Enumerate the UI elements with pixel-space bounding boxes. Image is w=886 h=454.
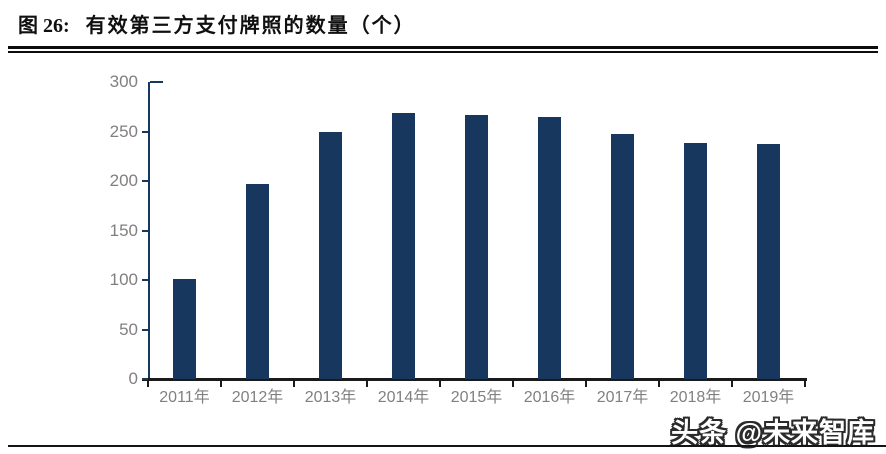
chart-bar: [319, 131, 342, 379]
y-axis-tick: [142, 180, 148, 182]
y-axis-label: 0: [128, 369, 138, 388]
y-axis-label: 100: [109, 270, 138, 289]
chart-bar: [392, 112, 415, 379]
figure-title: 有效第三方支付牌照的数量（个）: [85, 15, 416, 37]
x-axis-tick: [658, 381, 660, 387]
chart-bar: [684, 143, 707, 379]
chart-bar: [538, 116, 561, 379]
x-axis-label: 2016年: [523, 389, 576, 406]
y-axis-tick: [142, 279, 148, 281]
x-axis-label: 2019年: [742, 389, 795, 406]
chart-bar: [757, 144, 780, 379]
x-axis-tick: [293, 381, 295, 387]
title-divider: [8, 46, 878, 53]
y-axis-label: 300: [109, 72, 138, 91]
chart-bar: [246, 183, 269, 379]
x-axis-tick: [731, 381, 733, 387]
page-divider: [8, 445, 886, 447]
x-axis-label: 2012年: [231, 389, 284, 406]
y-axis-label: 50: [119, 319, 138, 339]
y-axis-label: 250: [109, 121, 138, 141]
watermark: 头条 @未来智库: [671, 418, 875, 448]
y-axis-tick: [142, 229, 148, 232]
x-axis-tick: [512, 381, 514, 387]
x-axis-tick: [366, 381, 368, 387]
chart-bar: [173, 279, 196, 379]
y-axis-tick: [150, 81, 163, 83]
x-axis-label: 2017年: [596, 389, 649, 406]
x-axis-label: 2015年: [450, 389, 503, 406]
y-axis-label: 200: [109, 171, 138, 190]
x-axis-label: 2011年: [159, 389, 210, 406]
x-axis-label: 2013年: [304, 389, 357, 406]
x-axis-tick: [439, 381, 441, 387]
figure-header: 图 26: 有效第三方支付牌照的数量（个）: [18, 9, 416, 38]
x-axis-line: [142, 378, 807, 381]
x-axis-tick: [804, 381, 806, 387]
y-axis-tick: [142, 378, 148, 380]
x-axis-label: 2014年: [377, 389, 430, 406]
figure-number-label: 图 26:: [18, 15, 70, 37]
x-axis-tick: [147, 381, 149, 387]
x-axis-tick: [220, 381, 222, 387]
y-axis-tick: [142, 130, 148, 133]
y-axis-label: 150: [109, 220, 138, 240]
chart-bar: [611, 134, 634, 379]
x-axis-tick: [585, 381, 587, 387]
y-axis-line: [148, 82, 150, 380]
y-axis-tick: [142, 328, 148, 331]
chart-bar: [465, 114, 488, 379]
x-axis-label: 2018年: [669, 389, 722, 406]
